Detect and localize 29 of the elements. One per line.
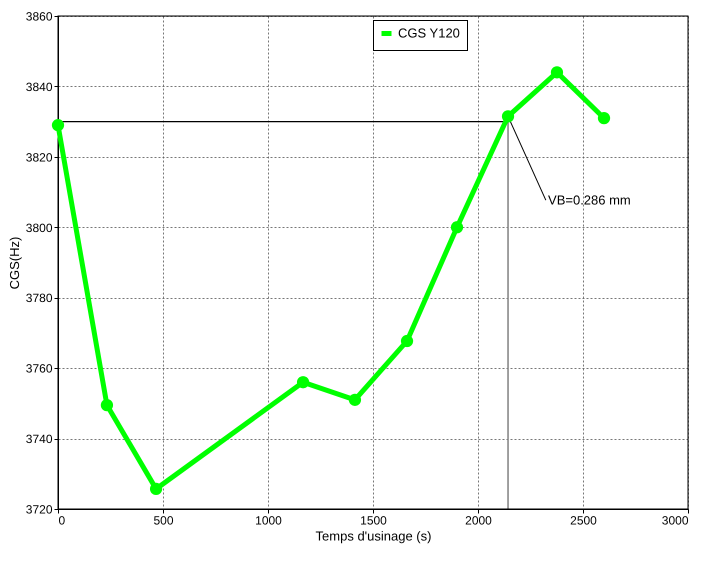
y-tick-label: 3720 [26, 502, 53, 516]
y-tick-label: 3840 [26, 80, 53, 94]
y-tick-label: 3740 [26, 432, 53, 446]
y-tick-label: 3780 [26, 291, 53, 306]
x-tick-label: 1500 [360, 514, 388, 528]
point [502, 110, 514, 122]
x-axis-title: Temps d'usinage (s) [316, 528, 432, 544]
x-tick-label: 1000 [255, 514, 282, 528]
y-axis-title: CGS(Hz) [6, 236, 22, 290]
y-tick-label: 3760 [26, 362, 53, 376]
point [550, 66, 564, 78]
point [296, 376, 310, 388]
x-tick-label: 0 [58, 514, 66, 528]
point [450, 221, 464, 234]
x-tick-label: 3000 [662, 514, 689, 528]
point [400, 334, 414, 348]
y-tick-label: 3820 [26, 150, 53, 164]
point [150, 482, 162, 496]
x-tick-label: 500 [153, 514, 174, 528]
point [348, 394, 362, 406]
point [598, 112, 610, 124]
x-tick-label: 2500 [570, 514, 598, 528]
point [52, 119, 64, 132]
y-tick-label: 3800 [26, 220, 53, 235]
legend-label: CGS Y120 [398, 26, 460, 40]
x-tick-label: 2000 [465, 514, 492, 528]
annotation: VB=0.286 mm [548, 192, 631, 208]
point [100, 399, 114, 412]
y-tick-label: 3860 [26, 10, 53, 24]
